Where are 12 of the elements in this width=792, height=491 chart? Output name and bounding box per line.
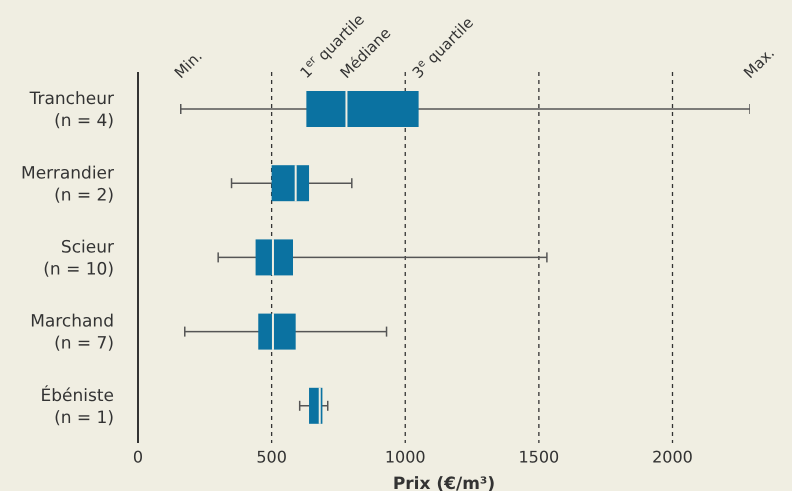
y-tick-label: Scieur (n = 10) xyxy=(43,238,114,280)
y-tick-label: Marchand (n = 7) xyxy=(30,312,114,354)
y-tick-label: Trancheur (n = 4) xyxy=(28,89,114,132)
x-tick-label: 2000 xyxy=(652,447,693,466)
x-axis-title: Prix (€/m³) xyxy=(392,474,496,491)
x-tick-label: 0 xyxy=(132,447,144,466)
annotation: Min. xyxy=(170,47,206,82)
x-tick-label: 1000 xyxy=(384,447,426,466)
x-tick-label: 500 xyxy=(256,447,287,466)
y-tick-label: Merrandier (n = 2) xyxy=(21,163,114,206)
y-tick-label: Ébéniste (n = 1) xyxy=(40,384,114,428)
x-tick-label: 1500 xyxy=(518,447,560,466)
